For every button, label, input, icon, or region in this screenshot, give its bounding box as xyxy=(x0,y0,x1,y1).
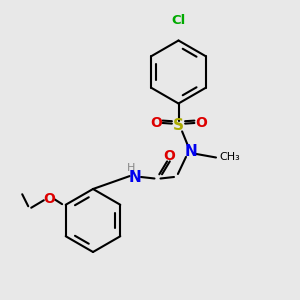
Text: N: N xyxy=(129,169,141,184)
Text: O: O xyxy=(195,116,207,130)
Text: H: H xyxy=(127,163,136,173)
Text: S: S xyxy=(173,118,184,134)
Text: O: O xyxy=(164,149,175,163)
Text: Cl: Cl xyxy=(171,14,186,27)
Text: CH₃: CH₃ xyxy=(219,152,240,163)
Text: O: O xyxy=(43,192,55,206)
Text: O: O xyxy=(150,116,162,130)
Text: N: N xyxy=(184,144,197,159)
